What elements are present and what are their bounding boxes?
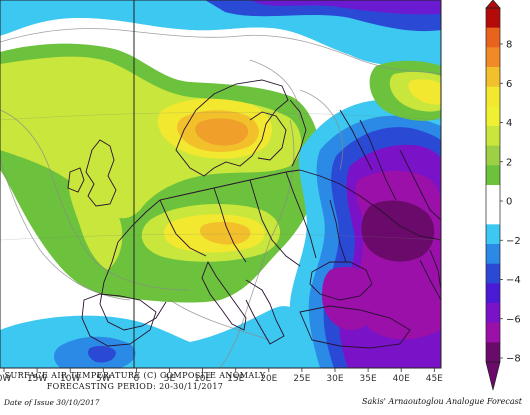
forecast-period: FORECASTING PERIOD: 20-30/11/2017 bbox=[46, 382, 224, 391]
longitude-tick-label: 0 bbox=[134, 374, 140, 384]
legend-label: 4 bbox=[506, 118, 512, 129]
longitude-tick-label: 5W bbox=[96, 374, 111, 384]
longitude-tick-label: 5E bbox=[164, 374, 176, 384]
longitude-tick-label: 0W bbox=[0, 374, 11, 384]
legend-swatch bbox=[486, 165, 500, 186]
legend-swatch bbox=[486, 67, 500, 87]
legend-label: −8 bbox=[506, 354, 521, 365]
longitude-axis: 0W 15W 10W 5W 0 5E 10E 15E 20E 25E 30E 35E 40E 45E bbox=[0, 368, 443, 384]
anomaly-cold-top-purple bbox=[250, 0, 441, 15]
legend-swatch bbox=[486, 244, 500, 264]
legend-swatch bbox=[486, 204, 500, 225]
legend-swatch bbox=[486, 106, 500, 127]
contour-lines bbox=[0, 28, 441, 368]
longitude-tick-label: 30E bbox=[326, 374, 343, 384]
legend-label: −2 bbox=[506, 236, 521, 247]
legend-swatch bbox=[486, 342, 500, 363]
anomaly-warm-gold-alps bbox=[199, 221, 251, 245]
legend-label: −6 bbox=[506, 314, 521, 325]
legend-label: 8 bbox=[506, 40, 512, 51]
legend-swatch bbox=[486, 8, 500, 28]
issue-date: Date of Issue 30/10/2017 bbox=[4, 398, 100, 407]
anomaly-warm-orange-scandinavia bbox=[195, 118, 249, 146]
legend-label: 0 bbox=[506, 197, 512, 208]
map-frame bbox=[0, 0, 442, 369]
legend-swatch bbox=[486, 322, 500, 343]
anomaly-warm-lime-atlantic bbox=[68, 179, 123, 270]
legend-label: −4 bbox=[506, 275, 521, 286]
legend-bottom-arrow bbox=[485, 361, 501, 391]
longitude-tick-label: 25E bbox=[293, 374, 310, 384]
legend-label: 2 bbox=[506, 157, 512, 168]
forecast-credit: Sakis' Arnaoutoglou Analogue Forecast bbox=[362, 397, 522, 406]
longitude-tick-label: 15W bbox=[27, 374, 47, 384]
anomaly-warm-northeast-yellow bbox=[408, 79, 441, 105]
legend-swatch bbox=[486, 224, 500, 245]
legend-outline bbox=[485, 7, 501, 363]
longitude-tick-label: 45E bbox=[426, 374, 443, 384]
legend-swatch bbox=[486, 283, 500, 304]
anomaly-band-north-cyan bbox=[0, 0, 441, 80]
legend-swatch bbox=[486, 86, 500, 107]
anomaly-cold-south-deepblue bbox=[88, 345, 116, 363]
legend-top-arrow bbox=[485, 0, 501, 9]
legend-swatch bbox=[486, 263, 500, 284]
legend-swatch bbox=[486, 126, 500, 146]
longitude-tick-label: 10E bbox=[194, 374, 211, 384]
legend-swatch bbox=[486, 27, 500, 48]
anomaly-warm-lime bbox=[0, 56, 302, 219]
longitude-tick-label: 20E bbox=[260, 374, 277, 384]
longitude-tick-label: 35E bbox=[360, 374, 377, 384]
legend-swatch bbox=[486, 185, 500, 205]
legend-swatch bbox=[486, 47, 500, 68]
longitude-tick-label: 40E bbox=[393, 374, 410, 384]
anomaly-cold-east-core bbox=[361, 200, 435, 262]
color-legend: 8 6 4 2 0 −2 −4 −6 −8 bbox=[485, 0, 521, 391]
legend-swatch bbox=[486, 145, 500, 166]
legend-label: 6 bbox=[506, 79, 512, 90]
anomaly-cold-southeast-magenta bbox=[322, 266, 382, 330]
map-title: SURFACE AIR TEMPERATURE (C) COMPOSITE AN… bbox=[4, 371, 266, 380]
longitude-tick-label: 10W bbox=[60, 374, 80, 384]
coastlines-borders bbox=[67, 79, 441, 349]
longitude-tick-label: 15E bbox=[227, 374, 244, 384]
legend-swatch bbox=[486, 303, 500, 323]
